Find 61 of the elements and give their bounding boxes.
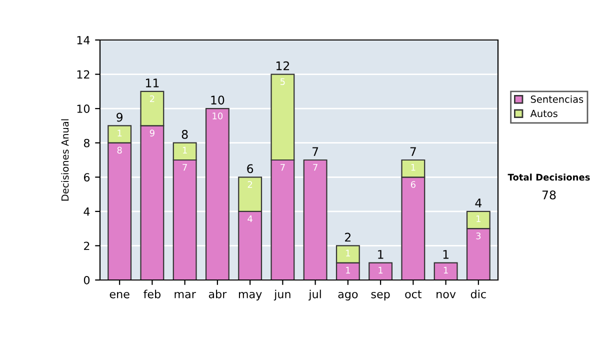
total-label: 7 [410, 147, 416, 156]
y-tick-label: 12 [77, 70, 90, 79]
total-label: 9 [116, 112, 122, 122]
data-label: 3 [476, 232, 481, 240]
x-tick-label: oct [405, 290, 422, 298]
total-label: 12 [276, 61, 290, 70]
data-label: 1 [346, 250, 350, 256]
x-tick-label: may [238, 292, 262, 300]
data-label: 1 [378, 266, 383, 274]
y-tick-label: 14 [77, 36, 90, 44]
total-label: 1 [378, 250, 384, 259]
total-label: 11 [146, 78, 159, 88]
data-label: 5 [280, 78, 285, 86]
text: 78 [542, 190, 556, 200]
x-tick-label: ago [338, 292, 358, 300]
y-axis-title: Decisiones Anual [61, 119, 69, 201]
data-label: 1 [346, 266, 350, 274]
x-tick-label: ene [110, 292, 130, 298]
data-label: 1 [118, 130, 122, 136]
y-tick-label: 4 [84, 208, 90, 216]
x-tick-label: feb [144, 290, 160, 298]
text: Total Decisiones [508, 174, 590, 181]
x-tick-label: jul [308, 290, 321, 300]
y-tick-label: 6 [84, 173, 90, 182]
legend-label: Sentencias [530, 95, 584, 103]
data-label: 2 [150, 95, 154, 102]
total-label: 7 [312, 147, 318, 156]
y-tick-label: 0 [84, 276, 90, 284]
y-tick-label: 10 [77, 104, 90, 113]
total-label: 6 [247, 164, 254, 174]
y-tick-label: 8 [84, 138, 90, 148]
x-tick-label: jun [274, 290, 290, 300]
bar [303, 159, 328, 280]
x-tick-label: abr [208, 290, 227, 298]
data-label: 7 [313, 164, 318, 171]
total-label: 4 [475, 198, 482, 208]
data-label: 1 [444, 266, 448, 274]
bar [205, 108, 230, 280]
total-label: 8 [182, 130, 188, 139]
data-label: 9 [150, 130, 154, 136]
total-label: 10 [211, 96, 224, 105]
data-label: 8 [117, 146, 122, 154]
legend-label: Autos [530, 110, 558, 118]
x-tick-label: nov [436, 292, 456, 298]
data-label: 6 [410, 181, 416, 188]
x-tick-label: dic [470, 290, 486, 298]
x-tick-label: sep [371, 292, 390, 300]
data-label: 2 [248, 181, 252, 188]
data-label: 4 [248, 215, 252, 222]
data-label: 10 [212, 112, 223, 120]
data-label: 1 [182, 146, 187, 154]
total-label: 2 [345, 232, 351, 242]
y-tick-label: 2 [84, 242, 90, 250]
data-label: 7 [182, 164, 187, 171]
data-label: 7 [280, 164, 285, 171]
total-label: 1 [443, 250, 448, 259]
bar [434, 262, 458, 280]
bar [368, 262, 393, 280]
x-tick-label: mar [174, 292, 196, 298]
data-label: 1 [411, 164, 416, 171]
data-label: 1 [476, 215, 480, 222]
